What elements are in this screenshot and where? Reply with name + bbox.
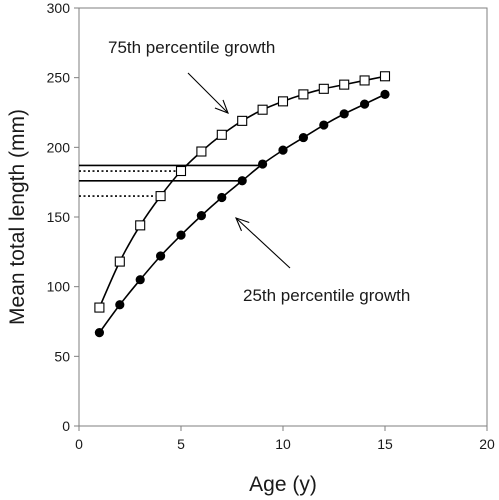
annotation-25th-arrow (235, 217, 291, 269)
data-point-circle (176, 230, 186, 240)
y-tick-label: 300 (47, 0, 71, 16)
data-point-square (196, 146, 207, 157)
x-tick-label: 5 (177, 436, 185, 452)
data-point-square (237, 115, 248, 126)
series-0 (94, 71, 391, 313)
data-point-square (277, 96, 289, 107)
data-point-circle (339, 109, 349, 119)
data-point-circle (115, 300, 125, 310)
series-layer (94, 71, 391, 338)
data-point-circle (278, 145, 288, 155)
reference-lines (79, 164, 263, 197)
arrow-shaft (187, 72, 229, 114)
arrow-head (214, 99, 229, 114)
data-point-square (135, 220, 146, 231)
data-point-square (379, 71, 391, 82)
y-tick-label: 150 (47, 209, 71, 225)
data-point-circle (298, 132, 308, 143)
plot-frame (78, 7, 488, 427)
y-tick-label: 200 (47, 139, 71, 155)
data-point-circle (258, 159, 268, 169)
data-point-square (359, 75, 370, 86)
x-tick-label: 20 (479, 436, 495, 452)
data-point-square (298, 89, 309, 100)
y-axis-title: Mean total length (mm) (6, 109, 29, 325)
annotation-75th-arrow (187, 72, 229, 114)
annotation-25th: 25th percentile growth (243, 286, 410, 305)
annotations: 75th percentile growth 25th percentile gr… (108, 38, 410, 305)
y-tick-label: 100 (47, 279, 71, 295)
data-point-square (94, 302, 105, 313)
x-tick-label: 0 (75, 436, 83, 452)
arrow-head (235, 217, 250, 232)
x-tick-label: 10 (275, 436, 291, 452)
data-point-square (257, 104, 268, 115)
y-tick-label: 0 (62, 418, 70, 434)
data-point-square (175, 165, 187, 177)
x-tick-label: 15 (377, 436, 393, 452)
data-point-circle (156, 251, 166, 261)
data-point-circle (135, 275, 145, 285)
data-point-square (155, 191, 166, 202)
data-point-circle (217, 192, 227, 203)
series-1 (94, 89, 390, 338)
axes: 0 50 100 150 200 250 300 0 5 10 15 20 Age (y) Mean to… (6, 0, 495, 496)
data-point-square (318, 83, 329, 94)
data-point-square (339, 79, 350, 90)
x-axis-title: Age (y) (249, 473, 317, 496)
data-point-circle (380, 89, 390, 99)
data-point-square (216, 129, 227, 140)
y-tick-label: 50 (54, 348, 70, 364)
annotation-75th: 75th percentile growth (108, 38, 275, 57)
data-point-circle (196, 211, 206, 221)
data-point-circle (360, 99, 370, 109)
data-point-circle (94, 328, 104, 338)
data-point-square (114, 256, 125, 267)
data-point-circle (237, 176, 247, 186)
data-point-circle (319, 120, 329, 130)
y-tick-label: 250 (47, 70, 71, 86)
arrow-shaft (235, 217, 291, 269)
